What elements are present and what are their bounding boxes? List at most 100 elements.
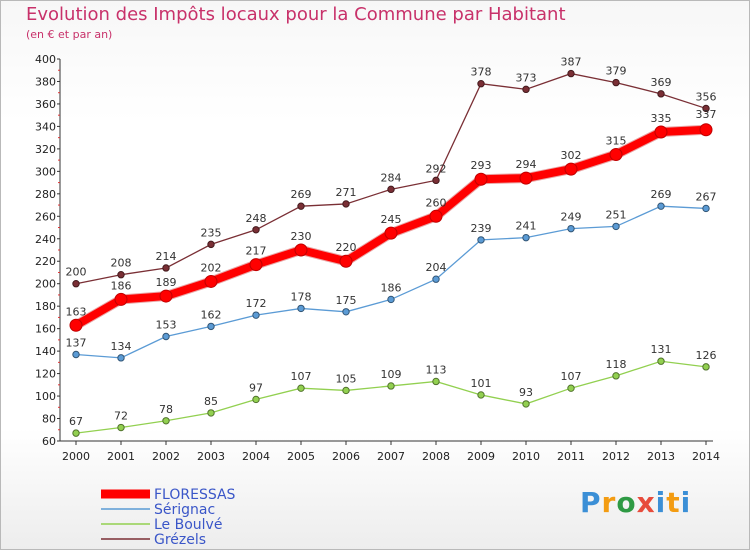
y-tick-label: 320 bbox=[35, 143, 56, 156]
data-label: 373 bbox=[516, 71, 537, 84]
data-point bbox=[387, 295, 395, 304]
data-point bbox=[522, 400, 530, 408]
x-tick-label: 2000 bbox=[62, 450, 90, 463]
y-tick-label: 360 bbox=[35, 98, 56, 111]
x-tick-label: 2005 bbox=[287, 450, 315, 463]
data-label: 67 bbox=[69, 415, 83, 428]
data-label: 153 bbox=[156, 319, 177, 332]
data-label: 204 bbox=[426, 261, 447, 274]
logo-letter: i bbox=[680, 486, 692, 519]
data-point bbox=[564, 162, 578, 176]
data-point bbox=[159, 289, 173, 303]
y-tick-label: 180 bbox=[35, 300, 56, 313]
data-label: 113 bbox=[426, 363, 447, 376]
data-label: 107 bbox=[561, 370, 582, 383]
data-point bbox=[657, 202, 665, 210]
data-point bbox=[432, 377, 440, 386]
data-label: 131 bbox=[651, 343, 672, 356]
data-label: 217 bbox=[246, 245, 267, 258]
chart-title: Evolution des Impôts locaux pour la Comm… bbox=[26, 4, 566, 25]
data-point bbox=[432, 275, 440, 283]
x-tick-label: 2001 bbox=[107, 450, 135, 463]
data-point bbox=[612, 372, 620, 380]
y-tick-label: 280 bbox=[35, 188, 56, 201]
y-tick-label: 340 bbox=[35, 120, 56, 133]
data-label: 335 bbox=[651, 112, 672, 125]
data-label: 387 bbox=[561, 56, 582, 69]
data-label: 269 bbox=[291, 188, 312, 201]
data-label: 271 bbox=[336, 186, 357, 199]
data-point bbox=[72, 429, 80, 437]
data-point bbox=[72, 280, 80, 288]
data-label: 337 bbox=[696, 108, 717, 121]
data-label: 284 bbox=[381, 171, 402, 184]
data-point bbox=[252, 395, 260, 404]
legend-label: Sérignac bbox=[154, 502, 215, 518]
data-label: 239 bbox=[471, 222, 492, 235]
logo-letter: i bbox=[655, 486, 667, 519]
data-point bbox=[207, 322, 215, 331]
data-point bbox=[522, 233, 530, 242]
data-label: 208 bbox=[111, 257, 132, 270]
data-point bbox=[567, 69, 575, 78]
legend-label: Le Boulvé bbox=[154, 517, 222, 533]
data-point bbox=[657, 357, 665, 365]
data-label: 302 bbox=[561, 149, 582, 162]
x-tick-label: 2003 bbox=[197, 450, 225, 463]
data-point bbox=[114, 292, 128, 306]
data-label: 72 bbox=[114, 410, 128, 423]
data-point bbox=[612, 78, 620, 87]
x-tick-label: 2014 bbox=[692, 450, 720, 463]
data-label: 241 bbox=[516, 220, 537, 233]
data-point bbox=[297, 304, 305, 313]
data-point bbox=[294, 243, 308, 257]
y-tick-label: 300 bbox=[35, 165, 56, 178]
y-tick-label: 400 bbox=[35, 53, 56, 66]
x-tick-label: 2004 bbox=[242, 450, 270, 463]
y-tick-label: 220 bbox=[35, 255, 56, 268]
x-tick-label: 2009 bbox=[467, 450, 495, 463]
data-label: 163 bbox=[66, 305, 87, 318]
data-point bbox=[162, 332, 170, 341]
data-label: 107 bbox=[291, 370, 312, 383]
data-label: 189 bbox=[156, 276, 177, 289]
data-point bbox=[162, 264, 170, 272]
data-label: 178 bbox=[291, 290, 312, 303]
data-label: 214 bbox=[156, 250, 177, 263]
data-label: 267 bbox=[696, 190, 717, 203]
data-label: 369 bbox=[651, 76, 672, 89]
data-point bbox=[252, 311, 260, 319]
data-label: 162 bbox=[201, 308, 222, 321]
data-point bbox=[519, 171, 533, 185]
x-tick-label: 2013 bbox=[647, 450, 675, 463]
y-tick-label: 60 bbox=[42, 435, 56, 448]
data-label: 126 bbox=[696, 349, 717, 362]
series-floressas: 163 186 189 202 217 230 220 245 260 293 294 302 315 3… bbox=[66, 108, 717, 332]
data-point bbox=[117, 271, 125, 279]
data-label: 269 bbox=[651, 188, 672, 201]
data-label: 85 bbox=[204, 395, 218, 408]
data-point bbox=[477, 80, 485, 88]
data-point bbox=[297, 202, 305, 210]
data-point bbox=[657, 90, 665, 98]
data-point bbox=[342, 386, 350, 395]
data-point bbox=[69, 318, 83, 332]
logo-letter: o bbox=[616, 486, 637, 519]
data-point bbox=[162, 417, 170, 425]
data-point bbox=[612, 222, 620, 231]
data-point bbox=[702, 363, 710, 371]
x-tick-label: 2008 bbox=[422, 450, 450, 463]
data-label: 245 bbox=[381, 213, 402, 226]
data-label: 134 bbox=[111, 340, 132, 353]
data-label: 202 bbox=[201, 261, 222, 274]
y-tick-label: 160 bbox=[35, 323, 56, 336]
data-label: 292 bbox=[426, 162, 447, 175]
x-tick-label: 2006 bbox=[332, 450, 360, 463]
x-tick-label: 2007 bbox=[377, 450, 405, 463]
data-label: 235 bbox=[201, 226, 222, 239]
data-point bbox=[207, 240, 215, 249]
y-tick-label: 140 bbox=[35, 345, 56, 358]
logo-letter: t bbox=[666, 486, 681, 519]
y-tick-label: 240 bbox=[35, 233, 56, 246]
